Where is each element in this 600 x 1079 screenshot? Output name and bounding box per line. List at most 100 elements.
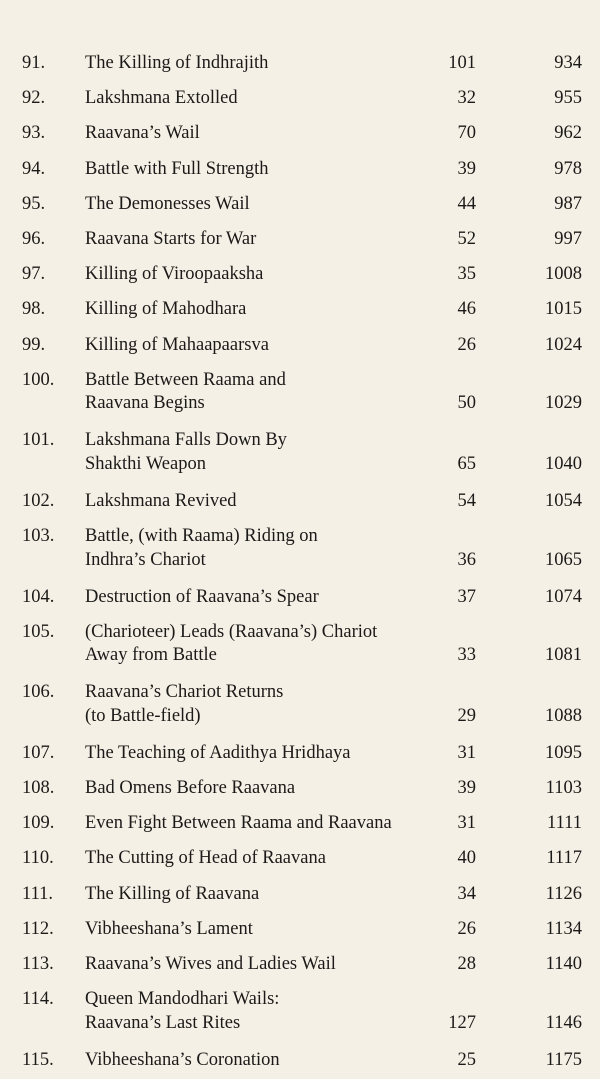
entry-verses: 31 — [457, 813, 477, 834]
entry-number: 115. — [22, 1049, 54, 1070]
entry-number: 95. — [22, 193, 46, 214]
entry-title: Indhra’s Chariot — [85, 549, 206, 570]
entry-title: Vibheeshana’s Coronation — [85, 1049, 280, 1070]
entry-page: 1081 — [545, 645, 582, 666]
entry-title: The Demonesses Wail — [85, 193, 250, 214]
entry-page: 987 — [554, 193, 582, 214]
entry-number: 114. — [22, 989, 54, 1010]
entry-title: Shakthi Weapon — [85, 453, 206, 474]
entry-number: 99. — [22, 334, 46, 355]
entry-verses: 39 — [457, 777, 477, 798]
entry-number: 109. — [22, 813, 55, 834]
entry-title: Bad Omens Before Raavana — [85, 777, 296, 798]
entry-verses: 26 — [457, 918, 477, 939]
entry-title: Lakshmana Falls Down By — [85, 430, 287, 451]
entry-number: 101. — [22, 430, 55, 451]
entry-number: 100. — [22, 369, 55, 390]
entry-number: 104. — [22, 586, 55, 607]
entry-verses: 31 — [457, 742, 477, 763]
entry-number: 106. — [22, 682, 55, 703]
entry-title: (Charioteer) Leads (Raavana’s) Chariot — [85, 621, 378, 642]
entry-verses: 52 — [457, 229, 477, 249]
entry-number: 110. — [22, 848, 54, 869]
entry-page: 1074 — [545, 586, 582, 607]
entry-verses: 25 — [457, 1049, 477, 1070]
entry-page: 1140 — [545, 953, 582, 974]
entry-title: Battle with Full Strength — [85, 158, 269, 179]
entry-title: The Killing of Indhrajith — [85, 53, 269, 73]
entry-number: 102. — [22, 490, 55, 511]
entry-page: 1015 — [545, 299, 582, 320]
entry-number: 94. — [22, 158, 46, 179]
entry-title: Raavana’s Wives and Ladies Wail — [85, 953, 336, 974]
entry-title: Queen Mandodhari Wails: — [85, 989, 280, 1010]
entry-verses: 101 — [448, 53, 476, 73]
entry-number: 108. — [22, 777, 55, 798]
entry-number: 107. — [22, 742, 55, 763]
entry-title: Lakshmana Extolled — [85, 88, 238, 109]
entry-number: 91. — [22, 53, 46, 73]
entry-page: 955 — [554, 88, 582, 109]
entry-title: Raavana’s Last Rites — [85, 1012, 241, 1033]
entry-verses: 35 — [457, 264, 477, 285]
entry-verses: 29 — [457, 705, 477, 726]
entry-page: 1040 — [545, 453, 582, 474]
entry-verses: 34 — [457, 883, 477, 904]
entry-title: Raavana’s Wail — [85, 123, 200, 144]
entry-verses: 50 — [457, 393, 477, 414]
entry-verses: 37 — [457, 586, 477, 607]
entry-title: The Cutting of Head of Raavana — [85, 848, 326, 869]
entry-number: 111. — [22, 883, 54, 904]
entry-verses: 39 — [457, 158, 477, 179]
entry-verses: 40 — [457, 848, 477, 869]
entry-number: 112. — [22, 918, 54, 939]
entry-number: 103. — [22, 526, 55, 546]
entry-title: Battle Between Raama and — [85, 369, 286, 390]
entry-number: 93. — [22, 123, 46, 144]
entry-page: 934 — [554, 53, 582, 73]
entry-page: 1126 — [545, 883, 582, 904]
entry-page: 1088 — [545, 705, 582, 726]
entry-page: 1024 — [545, 334, 582, 355]
entry-title: Killing of Mahaapaarsva — [85, 334, 269, 355]
entry-title: The Teaching of Aadithya Hridhaya — [85, 742, 351, 763]
entry-page: 1054 — [545, 490, 582, 511]
entry-number: 105. — [22, 621, 55, 642]
entry-page: 1146 — [545, 1012, 582, 1033]
entry-verses: 44 — [457, 193, 477, 214]
entry-number: 96. — [22, 229, 46, 249]
entry-page: 1008 — [545, 264, 582, 285]
entry-title: Destruction of Raavana’s Spear — [85, 586, 319, 607]
entry-title: Away from Battle — [85, 645, 217, 666]
entry-number: 98. — [22, 299, 46, 320]
entry-title: Battle, (with Raama) Riding on — [85, 526, 318, 546]
entry-title: Killing of Viroopaaksha — [85, 264, 264, 285]
entry-verses: 26 — [457, 334, 477, 355]
entry-page: 1029 — [545, 393, 582, 414]
entry-verses: 33 — [457, 645, 477, 666]
entry-page: 1095 — [545, 742, 582, 763]
entry-title: Killing of Mahodhara — [85, 299, 247, 320]
entry-verses: 127 — [448, 1012, 476, 1033]
entry-number: 113. — [22, 953, 54, 974]
entry-page: 1134 — [545, 918, 582, 939]
entry-page: 1111 — [547, 813, 582, 834]
entry-title: Raavana Starts for War — [85, 229, 257, 249]
entry-title: Vibheeshana’s Lament — [85, 918, 253, 939]
entry-page: 1103 — [545, 777, 582, 798]
entry-verses: 46 — [457, 299, 477, 320]
entry-verses: 54 — [457, 490, 477, 511]
entry-page: 1065 — [545, 549, 582, 570]
entry-page: 997 — [554, 229, 582, 249]
entry-page: 962 — [554, 123, 582, 144]
entry-verses: 70 — [457, 123, 477, 144]
entry-title: Raavana Begins — [85, 393, 205, 414]
entry-number: 92. — [22, 88, 46, 109]
entry-title: (to Battle-field) — [85, 705, 201, 726]
entry-title: Raavana’s Chariot Returns — [85, 682, 284, 703]
entry-verses: 36 — [457, 549, 477, 570]
entry-verses: 65 — [457, 453, 477, 474]
entry-title: Even Fight Between Raama and Raavana — [85, 813, 392, 834]
entry-verses: 32 — [457, 88, 477, 109]
